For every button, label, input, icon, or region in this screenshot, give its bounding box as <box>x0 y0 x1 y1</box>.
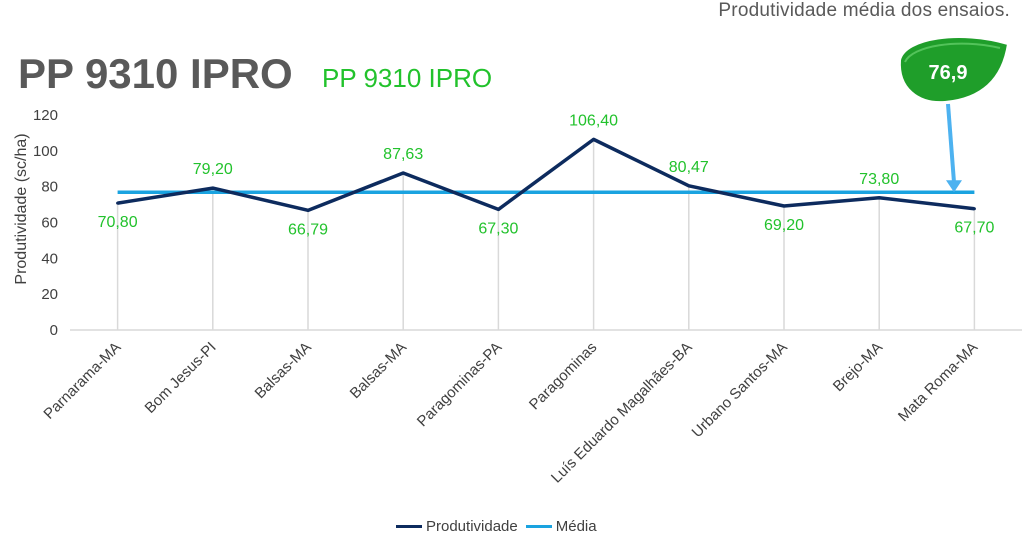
data-point <box>972 207 976 211</box>
mean-badge: 76,9 <box>898 36 1010 193</box>
x-tick-label: Balsas-MA <box>347 339 410 402</box>
top-caption: Produtividade média dos ensaios. <box>718 0 1010 21</box>
data-label: 70,80 <box>98 214 138 231</box>
badge-arrow <box>946 103 956 183</box>
badge-arrowhead <box>946 180 962 193</box>
legend-label-media: Média <box>555 518 597 535</box>
data-point <box>116 201 120 205</box>
x-tick-label: Bom Jesus-PI <box>142 339 220 417</box>
data-point <box>496 207 500 211</box>
data-label: 67,30 <box>478 220 518 237</box>
data-label: 80,47 <box>669 159 709 176</box>
chart-subtitle: PP 9310 IPRO <box>322 63 493 93</box>
data-point <box>306 208 310 212</box>
y-tick-label: 20 <box>41 286 58 303</box>
data-point <box>687 184 691 188</box>
legend-label-produtividade: Produtividade <box>426 518 518 535</box>
data-label: 79,20 <box>193 161 233 178</box>
legend-item-media: Média <box>525 518 597 535</box>
x-tick-label: Brejo-MA <box>830 339 886 395</box>
x-tick-label: Balsas-MA <box>252 339 315 402</box>
data-label: 106,40 <box>569 112 618 129</box>
y-tick-label: 40 <box>41 250 58 267</box>
data-label: 87,63 <box>383 146 423 163</box>
data-point <box>782 204 786 208</box>
y-tick-label: 120 <box>33 107 58 124</box>
x-tick-label: Paragominas-PA <box>414 339 505 430</box>
chart-title: PP 9310 IPRO <box>18 50 293 97</box>
y-tick-label: 0 <box>50 322 58 339</box>
data-point <box>592 137 596 141</box>
leaf-badge-shape <box>898 36 1010 104</box>
y-tick-label: 100 <box>33 143 58 160</box>
data-label: 73,80 <box>859 171 899 188</box>
x-tick-label: Paragominas <box>526 339 601 414</box>
legend: Produtividade Média <box>396 518 597 535</box>
legend-swatch-produtividade <box>396 525 422 528</box>
legend-item-produtividade: Produtividade <box>396 518 518 535</box>
data-label: 67,70 <box>954 220 994 237</box>
mean-badge-value: 76,9 <box>929 62 968 84</box>
x-tick-label: Parnarama-MA <box>40 339 124 423</box>
x-tick-label: Urbano Santos-MA <box>689 339 791 441</box>
data-label: 66,79 <box>288 221 328 238</box>
legend-swatch-media <box>525 525 552 528</box>
data-label: 69,20 <box>764 217 804 234</box>
data-point <box>877 196 881 200</box>
y-tick-label: 80 <box>41 179 58 196</box>
series-produtividade-line <box>117 137 975 213</box>
y-tick-label: 60 <box>41 215 58 232</box>
data-point <box>211 186 215 190</box>
data-point <box>401 171 405 175</box>
x-tick-label: Mata Roma-MA <box>895 339 981 425</box>
